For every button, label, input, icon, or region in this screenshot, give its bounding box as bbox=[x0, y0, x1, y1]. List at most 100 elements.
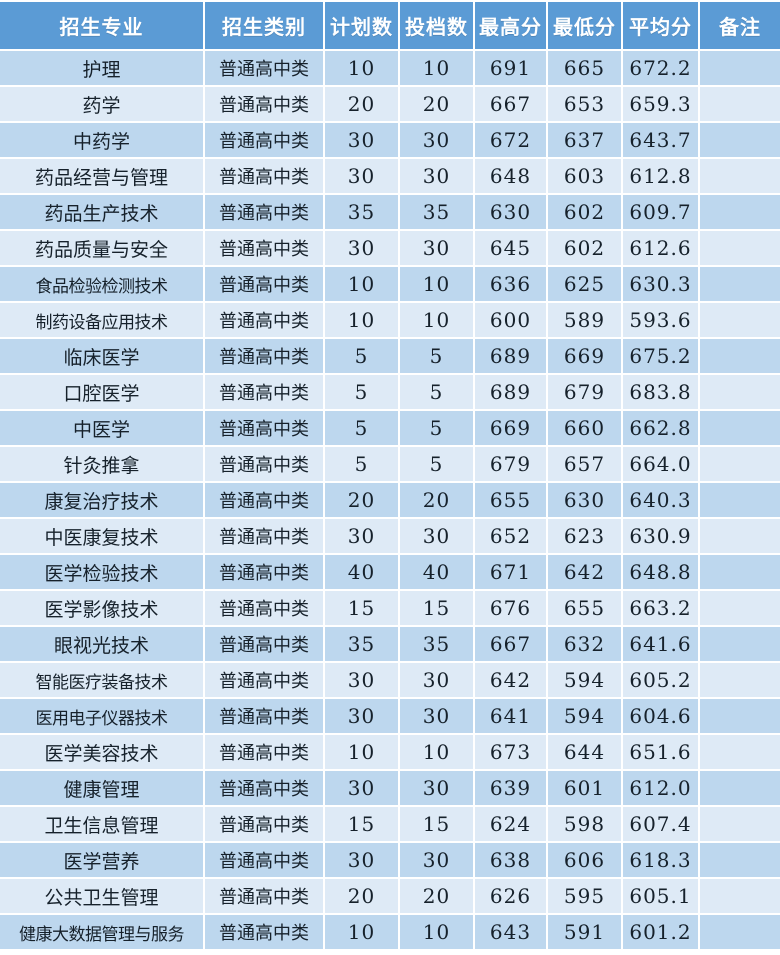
cell-avg: 664.0 bbox=[623, 447, 700, 483]
cell-category: 普通高中类 bbox=[205, 771, 325, 807]
cell-major: 药品经营与管理 bbox=[0, 159, 205, 195]
cell-max: 643 bbox=[475, 915, 548, 951]
cell-plan: 30 bbox=[325, 699, 400, 735]
cell-max: 652 bbox=[475, 519, 548, 555]
cell-min: 660 bbox=[548, 411, 623, 447]
cell-plan: 20 bbox=[325, 483, 400, 519]
cell-filed: 35 bbox=[400, 195, 475, 231]
cell-remark bbox=[700, 771, 780, 807]
table-body: 护理 普通高中类 10 10 691 665 672.2 药学 普通高中类 20 20 667 653 6… bbox=[0, 51, 780, 951]
cell-plan: 35 bbox=[325, 627, 400, 663]
cell-major: 药品生产技术 bbox=[0, 195, 205, 231]
cell-major: 医学美容技术 bbox=[0, 735, 205, 771]
cell-remark bbox=[700, 519, 780, 555]
cell-filed: 30 bbox=[400, 843, 475, 879]
cell-plan: 10 bbox=[325, 267, 400, 303]
cell-plan: 15 bbox=[325, 807, 400, 843]
cell-category: 普通高中类 bbox=[205, 231, 325, 267]
column-header-major: 招生专业 bbox=[0, 2, 205, 51]
cell-category: 普通高中类 bbox=[205, 159, 325, 195]
cell-category: 普通高中类 bbox=[205, 735, 325, 771]
cell-major: 针灸推拿 bbox=[0, 447, 205, 483]
cell-filed: 20 bbox=[400, 879, 475, 915]
cell-major: 临床医学 bbox=[0, 339, 205, 375]
table-row: 健康管理 普通高中类 30 30 639 601 612.0 bbox=[0, 771, 780, 807]
column-header-max: 最高分 bbox=[475, 2, 548, 51]
cell-plan: 5 bbox=[325, 411, 400, 447]
cell-remark bbox=[700, 807, 780, 843]
cell-category: 普通高中类 bbox=[205, 411, 325, 447]
cell-major: 健康管理 bbox=[0, 771, 205, 807]
cell-avg: 605.2 bbox=[623, 663, 700, 699]
cell-category: 普通高中类 bbox=[205, 375, 325, 411]
cell-min: 632 bbox=[548, 627, 623, 663]
cell-filed: 20 bbox=[400, 87, 475, 123]
table-row: 药学 普通高中类 20 20 667 653 659.3 bbox=[0, 87, 780, 123]
cell-min: 623 bbox=[548, 519, 623, 555]
cell-avg: 618.3 bbox=[623, 843, 700, 879]
cell-avg: 683.8 bbox=[623, 375, 700, 411]
cell-remark bbox=[700, 411, 780, 447]
cell-avg: 630.9 bbox=[623, 519, 700, 555]
table-header: 招生专业 招生类别 计划数 投档数 最高分 最低分 平均分 备注 bbox=[0, 2, 780, 51]
cell-plan: 30 bbox=[325, 771, 400, 807]
cell-filed: 30 bbox=[400, 771, 475, 807]
table-row: 制药设备应用技术 普通高中类 10 10 600 589 593.6 bbox=[0, 303, 780, 339]
cell-major: 中医学 bbox=[0, 411, 205, 447]
table-row: 医用电子仪器技术 普通高中类 30 30 641 594 604.6 bbox=[0, 699, 780, 735]
cell-avg: 612.8 bbox=[623, 159, 700, 195]
cell-remark bbox=[700, 123, 780, 159]
cell-max: 667 bbox=[475, 87, 548, 123]
cell-max: 639 bbox=[475, 771, 548, 807]
cell-filed: 40 bbox=[400, 555, 475, 591]
cell-min: 602 bbox=[548, 231, 623, 267]
cell-major: 中药学 bbox=[0, 123, 205, 159]
cell-min: 669 bbox=[548, 339, 623, 375]
column-header-plan: 计划数 bbox=[325, 2, 400, 51]
cell-avg: 662.8 bbox=[623, 411, 700, 447]
cell-filed: 10 bbox=[400, 267, 475, 303]
cell-plan: 30 bbox=[325, 159, 400, 195]
cell-major: 中医康复技术 bbox=[0, 519, 205, 555]
cell-plan: 30 bbox=[325, 663, 400, 699]
cell-max: 691 bbox=[475, 51, 548, 87]
cell-filed: 15 bbox=[400, 591, 475, 627]
cell-max: 638 bbox=[475, 843, 548, 879]
cell-filed: 5 bbox=[400, 375, 475, 411]
cell-remark bbox=[700, 627, 780, 663]
cell-max: 672 bbox=[475, 123, 548, 159]
cell-min: 644 bbox=[548, 735, 623, 771]
cell-max: 673 bbox=[475, 735, 548, 771]
cell-max: 689 bbox=[475, 339, 548, 375]
cell-remark bbox=[700, 159, 780, 195]
cell-max: 645 bbox=[475, 231, 548, 267]
cell-plan: 10 bbox=[325, 51, 400, 87]
cell-max: 676 bbox=[475, 591, 548, 627]
cell-min: 642 bbox=[548, 555, 623, 591]
cell-avg: 605.1 bbox=[623, 879, 700, 915]
cell-plan: 35 bbox=[325, 195, 400, 231]
cell-avg: 641.6 bbox=[623, 627, 700, 663]
cell-plan: 30 bbox=[325, 123, 400, 159]
cell-avg: 672.2 bbox=[623, 51, 700, 87]
cell-category: 普通高中类 bbox=[205, 843, 325, 879]
cell-filed: 5 bbox=[400, 411, 475, 447]
cell-major: 医学检验技术 bbox=[0, 555, 205, 591]
cell-avg: 630.3 bbox=[623, 267, 700, 303]
cell-plan: 10 bbox=[325, 915, 400, 951]
cell-max: 689 bbox=[475, 375, 548, 411]
cell-min: 655 bbox=[548, 591, 623, 627]
column-header-min: 最低分 bbox=[548, 2, 623, 51]
cell-category: 普通高中类 bbox=[205, 699, 325, 735]
cell-major: 公共卫生管理 bbox=[0, 879, 205, 915]
cell-min: 589 bbox=[548, 303, 623, 339]
cell-plan: 40 bbox=[325, 555, 400, 591]
cell-min: 679 bbox=[548, 375, 623, 411]
cell-category: 普通高中类 bbox=[205, 195, 325, 231]
cell-avg: 659.3 bbox=[623, 87, 700, 123]
cell-major: 智能医疗装备技术 bbox=[0, 663, 205, 699]
table-row: 医学检验技术 普通高中类 40 40 671 642 648.8 bbox=[0, 555, 780, 591]
cell-plan: 30 bbox=[325, 231, 400, 267]
table-row: 药品经营与管理 普通高中类 30 30 648 603 612.8 bbox=[0, 159, 780, 195]
